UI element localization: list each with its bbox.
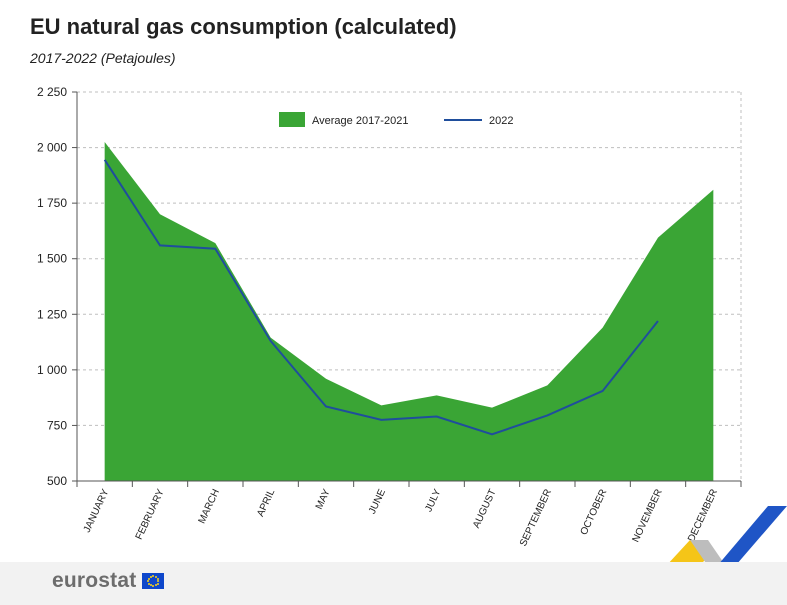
x-tick-label: JULY [423, 487, 443, 513]
flag-star [154, 584, 157, 587]
flag-star [148, 582, 151, 585]
chart-subtitle: 2017-2022 (Petajoules) [30, 50, 176, 66]
y-tick-label: 2 000 [37, 141, 67, 155]
y-tick-label: 1 500 [37, 252, 67, 266]
x-tick-label: DECEMBER [686, 488, 720, 544]
x-tick-label: JUNE [367, 487, 388, 516]
flag-star [149, 584, 152, 587]
x-tick-labels: JANUARY FEBRUARY MARCH APRIL MAY JUNE JULY AUGU… [82, 487, 720, 548]
flag-star [149, 575, 152, 578]
y-tick-label: 2 250 [37, 85, 67, 99]
legend-label-average: Average 2017-2021 [312, 115, 408, 127]
line-series-2022 [103, 159, 659, 436]
x-tick-label: JANUARY [82, 487, 112, 534]
legend-label-2022: 2022 [489, 115, 513, 127]
x-tick-label: SEPTEMBER [518, 488, 554, 549]
legend: Average 2017-2021 2022 [279, 112, 513, 127]
axes [72, 91, 742, 487]
flag-star [148, 577, 151, 580]
y-tick-label: 1 250 [37, 307, 67, 321]
x-tick-label: NOVEMBER [631, 488, 665, 545]
flag-star [156, 582, 159, 585]
y-tick-label: 1 750 [37, 196, 67, 210]
flag-star [152, 585, 155, 587]
flag-star [156, 577, 159, 580]
eurostat-logo: eurostat [52, 569, 165, 593]
x-tick-label: MAY [314, 487, 333, 511]
y-tick-label: 500 [47, 474, 67, 488]
ribbon-blue [712, 506, 787, 572]
flag-star [154, 575, 157, 578]
y-tick-labels: 500 750 1 000 1 250 1 500 1 750 2 000 2 250 [37, 85, 67, 488]
x-tick-label: APRIL [255, 487, 277, 518]
legend-swatch-average [279, 112, 305, 127]
x-tick-label: MARCH [197, 488, 222, 526]
line-layer [103, 159, 659, 436]
area-series-average [104, 142, 714, 481]
y-tick-label: 1 000 [37, 363, 67, 377]
logo-text: eurostat [52, 569, 137, 592]
x-tick-label: AUGUST [471, 488, 499, 530]
flag-star [157, 580, 160, 582]
y-tick-label: 750 [47, 418, 67, 432]
footer-bar [0, 562, 787, 605]
eu-flag-icon [142, 573, 165, 589]
flag-star [152, 575, 155, 577]
chart-title: EU natural gas consumption (calculated) [30, 14, 457, 39]
area-layer [104, 142, 714, 481]
flag-star [147, 580, 150, 582]
x-tick-label: OCTOBER [579, 488, 610, 537]
x-tick-label: FEBRUARY [134, 487, 167, 541]
